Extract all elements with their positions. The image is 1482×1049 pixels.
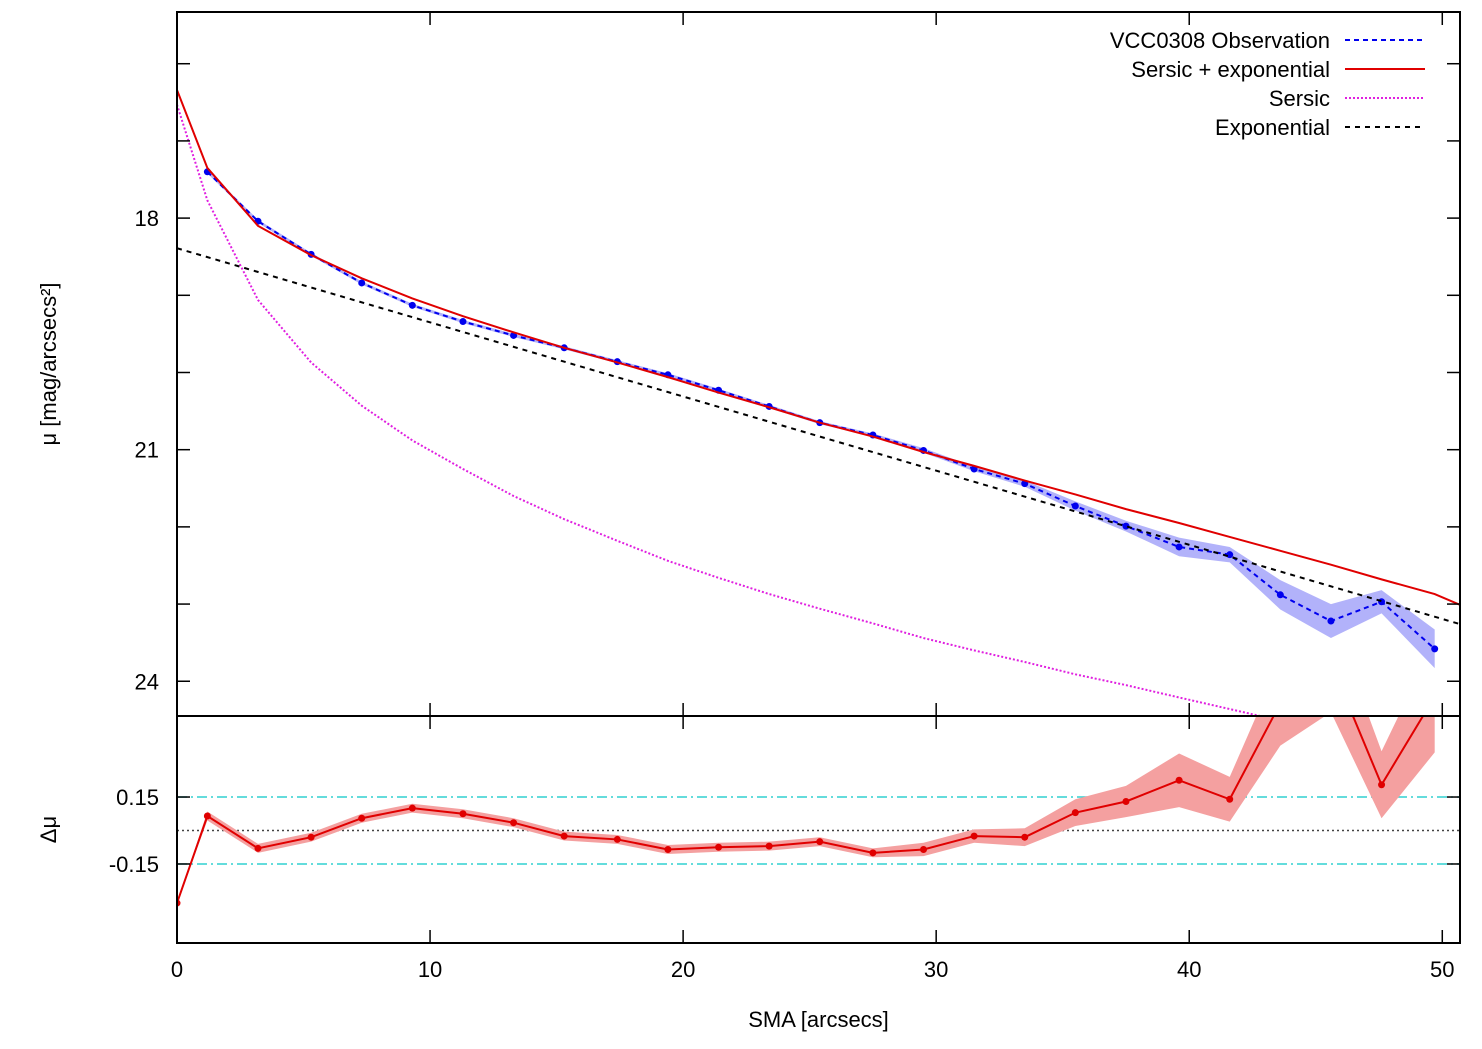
- data-point: [459, 318, 467, 326]
- y-tick-label: 18: [135, 206, 159, 231]
- data-point: [1021, 833, 1029, 841]
- x-axis-label: SMA [arcsecs]: [748, 1007, 889, 1032]
- data-point: [1122, 797, 1130, 805]
- error-band: [207, 170, 1435, 669]
- data-point: [1277, 700, 1284, 707]
- data-point: [1122, 522, 1130, 530]
- data-point: [715, 843, 723, 851]
- plot-area: [177, 660, 1460, 907]
- legend-label: Sersic: [1269, 86, 1330, 111]
- y-tick-label: 24: [135, 669, 159, 694]
- data-point: [560, 832, 568, 840]
- data-point: [920, 845, 928, 853]
- data-point: [1071, 809, 1079, 817]
- data-point: [1431, 645, 1439, 653]
- y-tick-label: -0.15: [109, 852, 159, 877]
- x-tick-label: 30: [924, 957, 948, 982]
- data-point: [1175, 776, 1183, 784]
- data-point: [1226, 551, 1234, 559]
- data-point: [1327, 660, 1334, 667]
- data-point: [1378, 598, 1386, 606]
- series-line: [177, 104, 1265, 716]
- x-tick-label: 50: [1430, 957, 1454, 982]
- y-tick-label: 21: [135, 438, 159, 463]
- data-point: [765, 842, 773, 850]
- data-point: [970, 832, 978, 840]
- legend-label: Sersic + exponential: [1131, 57, 1330, 82]
- data-point: [358, 279, 366, 287]
- data-point: [408, 301, 416, 309]
- series-line: [177, 716, 1425, 904]
- data-point: [510, 819, 518, 827]
- series-line: [177, 89, 1460, 606]
- data-point: [1431, 693, 1438, 700]
- plot-area: [177, 89, 1460, 716]
- data-point: [1226, 795, 1234, 803]
- x-tick-label: 0: [171, 957, 183, 982]
- x-tick-label: 20: [671, 957, 695, 982]
- plot-frame: [176, 715, 1461, 944]
- legend-label: VCC0308 Observation: [1110, 28, 1330, 53]
- data-point: [1071, 502, 1079, 510]
- data-point: [1276, 591, 1284, 599]
- y-axis-label: μ [mag/arcsecs²]: [36, 282, 61, 445]
- y-tick-label: 0.15: [116, 785, 159, 810]
- data-point: [408, 804, 416, 812]
- data-point: [1327, 617, 1335, 625]
- error-band: [177, 716, 1435, 904]
- data-point: [613, 835, 621, 843]
- data-point: [307, 833, 315, 841]
- data-point: [358, 814, 366, 822]
- data-point: [459, 810, 467, 818]
- data-point: [816, 838, 824, 846]
- data-point: [203, 812, 211, 820]
- data-point: [664, 845, 672, 853]
- series-line: [177, 247, 1460, 626]
- x-tick-label: 40: [1177, 957, 1201, 982]
- data-point: [254, 844, 262, 852]
- legend-label: Exponential: [1215, 115, 1330, 140]
- data-point: [869, 849, 877, 857]
- y-axis-label: Δμ: [36, 816, 61, 843]
- x-tick-label: 10: [418, 957, 442, 982]
- data-point: [1378, 781, 1386, 789]
- data-point: [1175, 543, 1183, 551]
